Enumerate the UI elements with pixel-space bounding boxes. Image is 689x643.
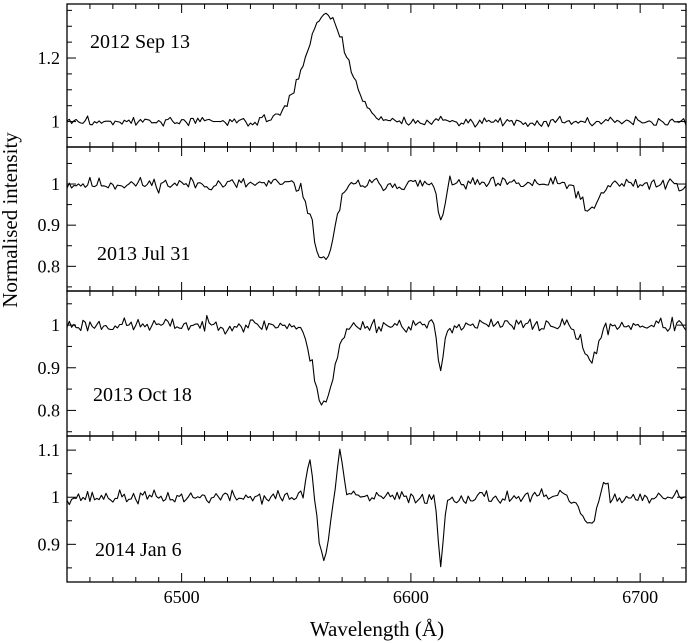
- y-tick-label: 1.2: [38, 48, 61, 68]
- spectrum-line: [66, 175, 687, 261]
- x-axis-label: Wavelength (Å): [310, 617, 444, 641]
- panel-frame: [66, 435, 687, 583]
- spectrum-line: [66, 12, 687, 128]
- spectrum-panel: 0.8 0.9 1 2013 Jul 31: [38, 146, 687, 292]
- y-tick-label: 1: [51, 315, 60, 335]
- panel-frame: [66, 146, 687, 292]
- panel-date-label: 2013 Jul 31: [97, 243, 190, 265]
- y-tick-label: 0.8: [38, 256, 61, 276]
- spectrum-line: [66, 315, 687, 406]
- y-tick-label: 1: [51, 174, 60, 194]
- y-tick-label: 1.1: [38, 440, 61, 460]
- panel-date-label: 2013 Oct 18: [93, 384, 192, 406]
- y-tick-label: 1: [51, 487, 60, 507]
- y-axis-label: Normalised intensity: [0, 132, 22, 308]
- x-tick-label: 6700: [622, 587, 658, 607]
- y-tick-label: 0.9: [38, 358, 61, 378]
- spectrum-panel: 0.9 1 1.1 2014 Jan 6: [38, 435, 687, 583]
- panel-frame: [66, 290, 687, 437]
- y-tick-label: 0.9: [38, 534, 61, 554]
- y-tick-label: 0.9: [38, 215, 61, 235]
- panel-frame: [66, 3, 687, 148]
- y-tick-label: 0.8: [38, 400, 61, 420]
- spectrum-panel: 0.8 0.9 1 2013 Oct 18: [38, 290, 687, 437]
- spectrum-line: [66, 448, 687, 568]
- x-tick-label: 6600: [393, 587, 429, 607]
- panel-date-label: 2012 Sep 13: [90, 31, 190, 53]
- chart-panels: 1 1.2 2012 Sep 13 0.8 0.9 1 2013 Jul 31 0.8 0.9 1…: [38, 3, 687, 607]
- y-tick-label: 1: [51, 112, 60, 132]
- panel-date-label: 2014 Jan 6: [95, 539, 182, 561]
- spectrum-panel: 1 1.2 2012 Sep 13: [38, 3, 687, 148]
- x-tick-label: 6500: [164, 587, 200, 607]
